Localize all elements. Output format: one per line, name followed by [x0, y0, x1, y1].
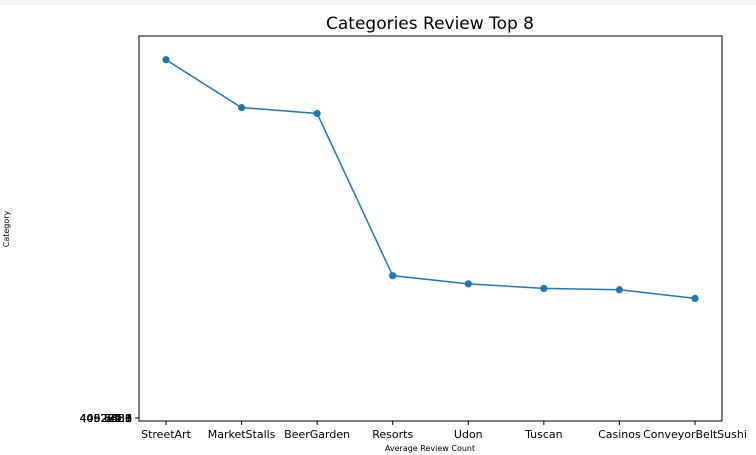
x-tick-label: Udon [454, 428, 483, 441]
x-tick-label: BeerGarden [284, 428, 350, 441]
data-point [615, 286, 624, 294]
x-tick-label: Casinos [598, 428, 641, 441]
y-tick-label: 409.3586 [80, 412, 133, 425]
x-tick-label: StreetArt [141, 428, 191, 441]
data-point [464, 280, 472, 288]
series-points [162, 56, 699, 303]
y-tick-label: 405.6353 [80, 412, 133, 425]
data-point [389, 272, 397, 280]
data-point [237, 103, 246, 112]
data-point [313, 109, 321, 118]
data-point [691, 294, 699, 303]
x-axis-label: Average Review Count [385, 444, 475, 453]
data-point [540, 284, 548, 293]
y-tick-label: 280.3 [101, 412, 133, 425]
series-line [165, 59, 696, 300]
y-tick-label: 279.1 [101, 412, 133, 425]
plot-area-frame [138, 35, 723, 422]
x-tick-label: Tuscan [524, 428, 563, 441]
window-top-strip [0, 0, 756, 5]
x-axis: StreetArt MarketStalls BeerGarden Resorts Ud… [141, 421, 747, 441]
y-tick-label: 284.1 [101, 412, 133, 425]
y-tick-label: 446.7438 [80, 412, 133, 425]
y-tick-label: 290.6 [101, 412, 133, 425]
x-tick-label: Resorts [372, 428, 413, 441]
y-axis-label: Category [2, 210, 11, 247]
y-tick-label: 271.9 [101, 412, 133, 425]
data-point [162, 56, 170, 64]
x-tick-label: ConveyorBeltSushi [643, 428, 747, 441]
chart-title: Categories Review Top 8 [326, 14, 534, 34]
y-axis: 446.7438409.3586405.6353290.6284.1280.32… [80, 412, 139, 425]
x-tick-label: MarketStalls [208, 428, 276, 441]
